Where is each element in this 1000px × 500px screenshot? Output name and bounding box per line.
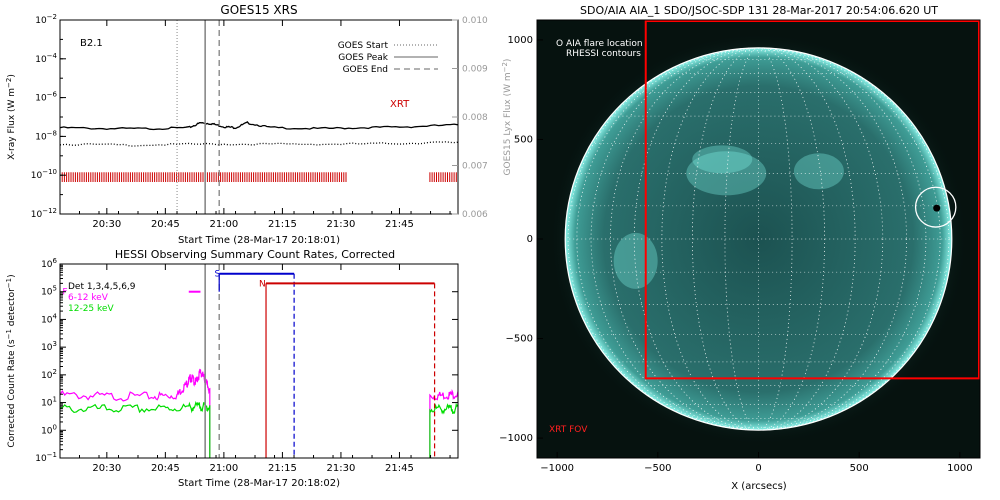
aia-xrt-fov-label: XRT FOV [549,425,588,435]
flare-circle [914,186,957,228]
aia-axes: −1000 −500 0 500 1000 −1000 −500 0 500 1000 [499,35,972,474]
grid-meridian [692,47,825,431]
goes-title: GOES15 XRS [220,3,297,17]
grid-meridian [567,47,950,431]
goes-class-label: B2.1 [80,38,103,49]
goes-y2-tick-label: 0.010 [462,16,488,26]
hessi-series-line [60,368,211,458]
aia-x-tick-label: 1000 [947,463,972,474]
goes-y-tick-label: 10−10 [31,168,57,181]
goes-xlabel: Start Time (28-Mar-17 20:18:01) [178,235,340,246]
hessi-x-tick-label: 20:30 [92,463,121,474]
aia-image [549,20,981,446]
hessi-xlabel: Start Time (28-Mar-17 20:18:02) [178,478,340,489]
aia-y-tick-label: 1000 [508,35,533,46]
hessi-y-tick-label: 103 [41,340,57,353]
hessi-y-tick-label: 105 [41,285,57,298]
goes-y-tick-label: 10−8 [35,129,57,142]
flare-kernel [933,204,941,212]
goes-y2-tick-label: 0.008 [462,113,488,123]
active-region [613,232,658,289]
hessi-x-tick-label: 20:45 [151,463,180,474]
goes-y2-tick-label: 0.006 [462,210,488,220]
goes-x-tick-label: 21:30 [327,219,356,230]
hessi-y-tick-label: 100 [41,423,57,436]
goes-y2-tick-label: 0.009 [462,65,488,75]
hessi-flag-label: F [62,288,67,298]
aia-legend-flare: O AIA flare location [556,39,643,49]
hessi-y-tick-label: 10−1 [35,451,57,464]
aia-y-tick-label: −500 [506,334,533,345]
goes-xrt-label: XRT [390,99,410,110]
goes-y-tick-label: 10−12 [31,207,57,220]
goes-ylabel-right: GOES15 Lyx Flux (W m−2) [501,59,513,176]
goes-y2-tick-label: 0.007 [462,162,488,172]
hessi-ylabel: Corrected Count Rate (s−1 detector−1) [5,274,17,447]
hessi-legend-label: Det 1,3,4,5,6,9 [68,282,136,292]
grid-meridian [633,47,884,431]
goes-axes: 20:30 20:45 21:00 21:15 21:30 21:45 10−12 10−10… [31,13,488,230]
active-region [686,151,767,196]
hessi-legend-label: 6-12 keV [68,293,109,303]
hessi-legend-label: 12-25 keV [68,304,114,314]
limb-circle [564,47,953,431]
active-region [692,145,753,174]
goes-x-tick-label: 21:45 [385,219,414,230]
hessi-flag-label: S [215,270,221,280]
aia-y-tick-label: 0 [527,234,533,245]
goes-frame [59,19,459,215]
goes-legend-label: GOES Start [338,41,389,51]
goes-x-tick-label: 20:45 [151,219,180,230]
goes-xrt-interval [60,172,347,182]
goes-legend: GOES Start GOES Peak GOES End [338,41,438,75]
hessi-x-tick-label: 21:00 [209,463,238,474]
goes-series-line [60,141,458,147]
goes-series-line [60,121,458,131]
hessi-y-tick-label: 102 [41,368,57,381]
hessi-y-tick-label: 106 [41,257,57,270]
goes-ylabel: X-ray Flux (W m−2) [5,74,17,160]
aia-y-tick-label: −1000 [499,433,533,444]
hessi-title: HESSI Observing Summary Count Rates, Cor… [115,248,395,261]
goes-plot-area [60,20,458,214]
goes-legend-label: GOES End [343,65,388,75]
hessi-axes: 20:30 20:45 21:00 21:15 21:30 21:45 10−1 100 101… [35,257,458,474]
goes-y-tick-label: 10−6 [35,91,57,104]
goes-x-tick-label: 20:30 [92,219,121,230]
aia-x-tick-label: 500 [850,463,869,474]
hessi-plot-area: F S N [60,264,458,458]
aia-y-tick-label: 500 [514,134,533,145]
hessi-series-line [60,400,211,458]
hessi-x-tick-label: 21:30 [327,463,356,474]
hessi-panel: HESSI Observing Summary Count Rates, Cor… [5,248,459,489]
goes-x-tick-label: 21:00 [209,219,238,230]
aia-x-tick-label: 0 [755,463,761,474]
aia-title: SDO/AIA AIA_1 SDO/JSOC-SDP 131 28-Mar-20… [580,4,938,17]
goes-y-tick-label: 10−4 [35,52,57,65]
aia-legend-rhessi: RHESSI contours [566,49,641,59]
goes-x-tick-label: 21:15 [268,219,297,230]
active-region [793,153,844,190]
hessi-y-tick-label: 104 [41,312,57,325]
goes-legend-label: GOES Peak [338,53,388,63]
hessi-flag-label: N [259,279,266,289]
aia-x-tick-label: −500 [644,463,671,474]
hessi-x-tick-label: 21:45 [385,463,414,474]
grid-meridian [610,47,907,431]
hessi-x-tick-label: 21:15 [268,463,297,474]
goes-xrt-interval [429,172,457,182]
goes-y-tick-label: 10−2 [35,13,57,26]
goes-xrs-panel: GOES15 XRS 20:30 20:45 21:00 21:15 21:30 21:4… [5,3,513,246]
heliographic-grid [565,47,952,431]
aia-x-tick-label: −1000 [540,463,574,474]
aia-panel: SDO/AIA AIA_1 SDO/JSOC-SDP 131 28-Mar-20… [499,4,981,492]
hessi-y-tick-label: 101 [41,396,57,409]
hessi-series-line [429,402,458,458]
aia-xlabel: X (arcsecs) [731,481,787,492]
hessi-frame [59,263,459,459]
xrt-fov-box [644,20,981,380]
